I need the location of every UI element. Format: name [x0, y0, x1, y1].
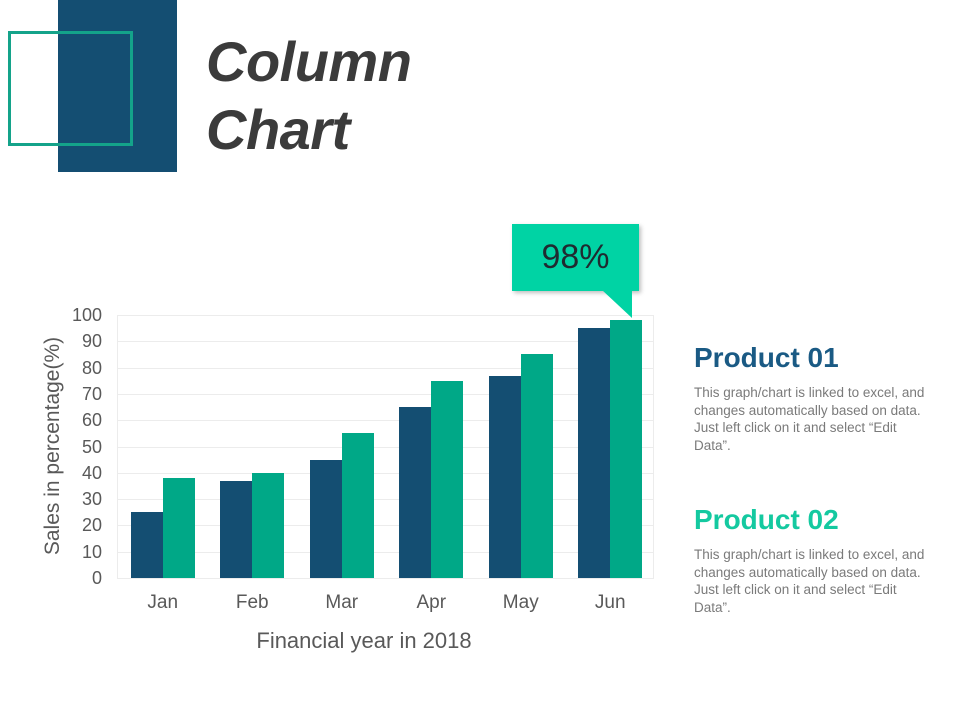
y-tick-label: 20: [81, 515, 102, 536]
gridline: [117, 499, 654, 501]
bar-may-product-01[interactable]: [488, 375, 521, 578]
product-01-description: This graph/chart is linked to excel, and…: [694, 385, 925, 453]
legend-product-02: Product 02 This graph/chart is linked to…: [694, 504, 934, 616]
y-tick-label: 0: [91, 568, 102, 588]
bar-jan-product-02[interactable]: [162, 478, 195, 578]
x-tick-label: Jun: [594, 592, 626, 613]
gridline: [117, 551, 654, 553]
x-tick-label: Apr: [416, 592, 447, 613]
bar-mar-product-01[interactable]: [309, 459, 342, 578]
bar-jan-product-01[interactable]: [130, 512, 163, 578]
gridline: [117, 446, 654, 448]
bar-feb-product-01[interactable]: [220, 480, 253, 578]
y-tick-label: 70: [81, 383, 102, 404]
decorative-teal-outline: [8, 31, 133, 146]
y-tick-label: 40: [81, 462, 102, 483]
bar-jun-product-01[interactable]: [578, 328, 611, 578]
gridline: [117, 315, 654, 316]
y-tick-label: 90: [81, 331, 102, 352]
callout-value: 98%: [541, 238, 610, 276]
x-tick-label: Jan: [147, 592, 179, 613]
y-tick-label: 60: [81, 410, 102, 431]
gridline: [117, 578, 654, 579]
y-tick-label: 10: [81, 541, 102, 562]
x-axis-label: Financial year in 2018: [256, 628, 472, 653]
bar-apr-product-02[interactable]: [431, 380, 464, 578]
bar-apr-product-01[interactable]: [399, 407, 432, 578]
gridline: [117, 472, 654, 474]
callout-pointer: [602, 290, 632, 318]
title-line-1: Column: [206, 30, 412, 93]
bar-may-product-02[interactable]: [520, 354, 553, 578]
x-tick-label: May: [502, 592, 539, 613]
bar-mar-product-02[interactable]: [341, 433, 374, 578]
y-tick-label: 100: [71, 305, 102, 325]
plot-border: [653, 315, 654, 578]
y-tick-label: 30: [81, 489, 102, 510]
product-02-description: This graph/chart is linked to excel, and…: [694, 547, 925, 615]
bar-feb-product-02[interactable]: [252, 472, 285, 578]
gridline: [117, 393, 654, 395]
gridline: [117, 367, 654, 369]
x-tick-label: Feb: [235, 592, 269, 613]
legend-product-01: Product 01 This graph/chart is linked to…: [694, 342, 934, 454]
plot-border: [117, 315, 118, 578]
bar-jun-product-02[interactable]: [610, 320, 643, 578]
y-tick-label: 50: [81, 436, 102, 457]
plot-area: [117, 315, 654, 579]
gridline: [117, 525, 654, 527]
page-title: Column Chart: [206, 28, 412, 164]
product-02-title: Product 02: [694, 504, 839, 535]
gridline: [117, 341, 654, 343]
title-line-2: Chart: [206, 98, 350, 161]
y-tick-label: 80: [81, 357, 102, 378]
product-01-title: Product 01: [694, 342, 839, 373]
x-tick-label: Mar: [325, 592, 359, 613]
value-callout: 98%: [512, 224, 639, 291]
gridline: [117, 420, 654, 422]
